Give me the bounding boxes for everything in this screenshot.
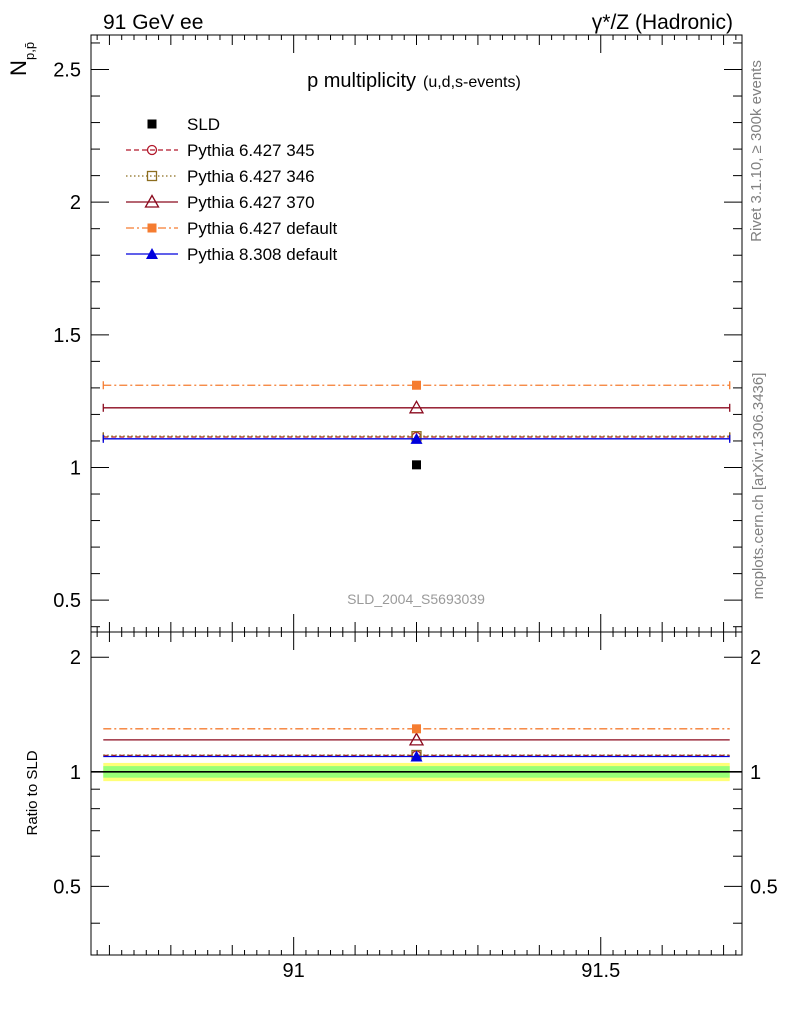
main-series bbox=[102, 380, 731, 470]
legend-label: Pythia 6.427 346 bbox=[187, 167, 315, 186]
chart-title: p multiplicity bbox=[307, 70, 416, 92]
series-pythia-6-427-default bbox=[102, 380, 731, 390]
mcplots-label: mcplots.cern.ch [arXiv:1306.3436] bbox=[750, 373, 767, 600]
legend-label: Pythia 6.427 345 bbox=[187, 141, 315, 160]
ratio-y-tick-label-left: 0.5 bbox=[53, 876, 81, 898]
y-tick-label: 1.5 bbox=[53, 325, 81, 347]
ratio-y-tick-label-right: 0.5 bbox=[750, 876, 778, 898]
ratio-point bbox=[408, 732, 425, 746]
ratio-bands bbox=[91, 762, 742, 782]
ratio-frame bbox=[90, 631, 743, 956]
rivet-version-label: Rivet 3.1.10, ≥ 300k events bbox=[748, 60, 765, 242]
legend-marker bbox=[147, 223, 157, 233]
legend-label: Pythia 8.308 default bbox=[187, 245, 338, 264]
header-right: γ*/Z (Hadronic) bbox=[592, 11, 733, 34]
legend-entry-pythia-6-427-default: Pythia 6.427 default bbox=[126, 219, 338, 238]
y-tick-label: 2.5 bbox=[53, 59, 81, 81]
legend-marker bbox=[147, 119, 157, 129]
ratio-series-pythia-6-427-default bbox=[103, 724, 730, 734]
y-tick-label: 1 bbox=[70, 457, 81, 479]
legend-entry-pythia-8-308-default: Pythia 8.308 default bbox=[126, 245, 338, 264]
y-tick-label: 0.5 bbox=[53, 590, 81, 612]
ratio-y-tick-label-left: 1 bbox=[70, 762, 81, 784]
legend: SLD Pythia 6.427 345 Pythia 6.427 346 Pythi… bbox=[126, 115, 338, 264]
legend-label: Pythia 6.427 370 bbox=[187, 193, 315, 212]
x-tick-label: 91.5 bbox=[581, 960, 620, 982]
chart-subtitle: (u,d,s-events) bbox=[423, 74, 521, 91]
data-point bbox=[412, 380, 421, 390]
y-axis-title-n: N bbox=[6, 60, 31, 76]
legend-entry-sld: SLD bbox=[147, 115, 220, 134]
data-point bbox=[412, 460, 421, 470]
legend-entry-pythia-6-427-370: Pythia 6.427 370 bbox=[126, 193, 315, 212]
ratio-y-axis-title: Ratio to SLD bbox=[24, 750, 41, 835]
legend-marker bbox=[146, 144, 158, 156]
ratio-y-tick-labels: 0.5 0.5 1 1 2 2 bbox=[53, 647, 778, 898]
ratio-series bbox=[103, 724, 730, 762]
legend-marker bbox=[146, 170, 158, 182]
y-axis-title-subscript: p,p̄ bbox=[22, 42, 37, 60]
ratio-series-pythia-8-308-default bbox=[103, 750, 730, 762]
ratio-y-tick-label-left: 2 bbox=[70, 647, 81, 669]
legend-label: SLD bbox=[187, 115, 220, 134]
ratio-panel: 0.5 0.5 1 1 2 2 91 91.5 Ratio to SLD bbox=[24, 631, 778, 982]
data-point bbox=[408, 399, 425, 414]
ratio-point bbox=[410, 750, 423, 762]
x-tick-labels: 91 91.5 bbox=[283, 960, 621, 982]
analysis-watermark: SLD_2004_S5693039 bbox=[347, 591, 485, 607]
ratio-y-tick-label-right: 2 bbox=[750, 647, 761, 669]
series-pythia-6-427-370 bbox=[102, 399, 731, 414]
main-panel: 0.5 1 1.5 2 2.5 SLD_2004_S5693039 p multipli… bbox=[6, 34, 743, 633]
legend-marker bbox=[144, 194, 160, 208]
series-sld bbox=[412, 460, 421, 470]
ratio-ticks bbox=[91, 632, 742, 955]
x-tick-label: 91 bbox=[283, 960, 305, 982]
legend-entry-pythia-6-427-345: Pythia 6.427 345 bbox=[126, 141, 315, 160]
main-y-axis-title: N p,p̄ bbox=[6, 42, 37, 76]
legend-entry-pythia-6-427-346: Pythia 6.427 346 bbox=[126, 167, 315, 186]
main-y-tick-labels: 0.5 1 1.5 2 2.5 bbox=[53, 59, 81, 612]
ratio-y-tick-label-right: 1 bbox=[750, 762, 761, 784]
y-tick-label: 2 bbox=[70, 192, 81, 214]
ratio-point bbox=[412, 724, 421, 734]
ratio-series-pythia-6-427-370 bbox=[103, 732, 730, 746]
main-ticks bbox=[91, 35, 742, 632]
legend-marker bbox=[146, 248, 158, 259]
data-point bbox=[410, 432, 423, 444]
legend-label: Pythia 6.427 default bbox=[187, 219, 338, 238]
header-left: 91 GeV ee bbox=[103, 11, 203, 34]
series-pythia-8-308-default bbox=[102, 432, 731, 444]
